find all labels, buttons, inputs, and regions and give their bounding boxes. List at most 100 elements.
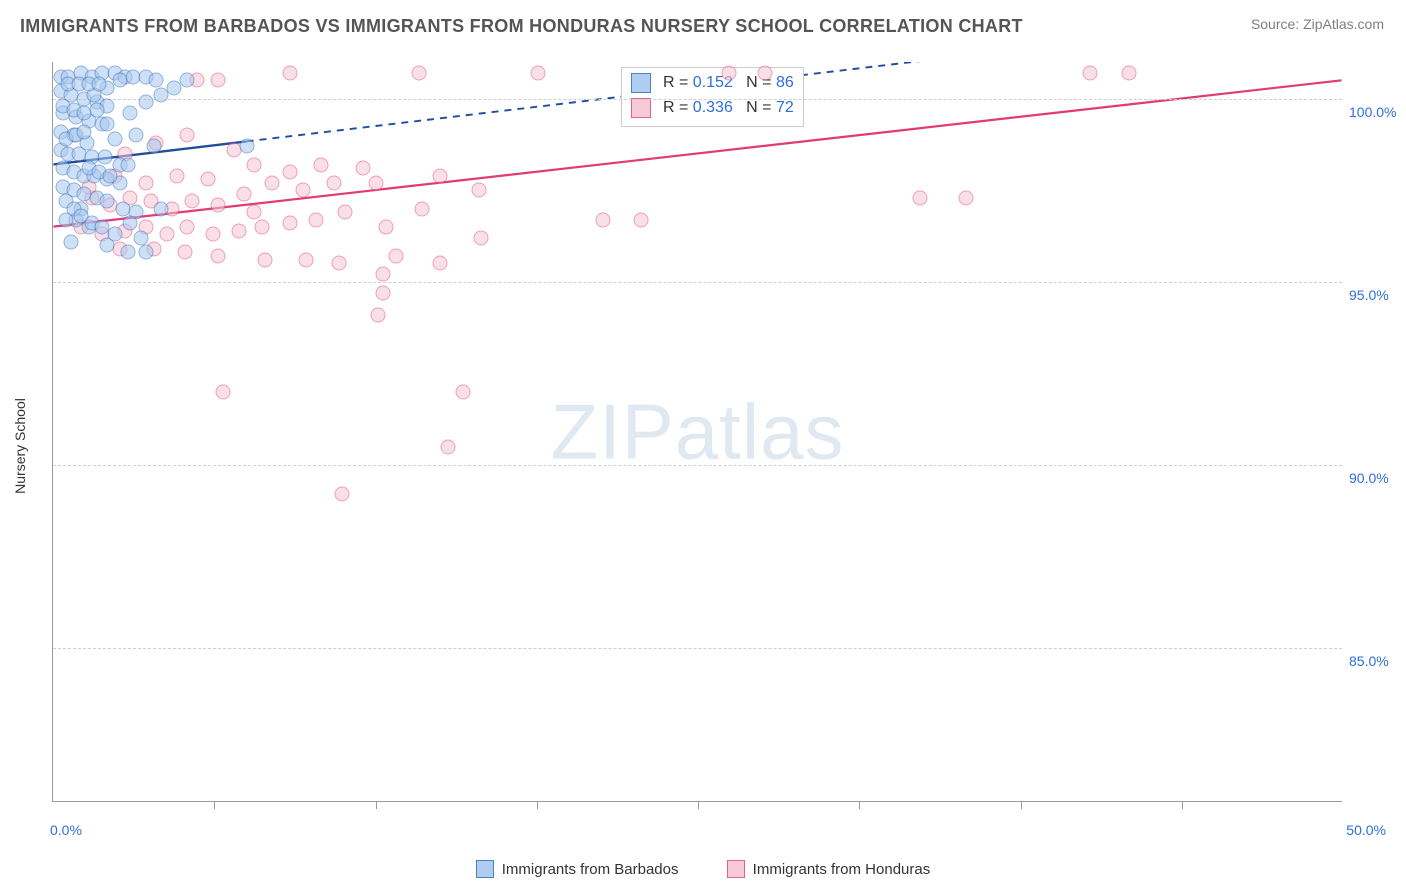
gridline — [53, 648, 1342, 649]
legend-item-barbados: Immigrants from Barbados — [476, 860, 679, 878]
scatter-point-honduras — [471, 183, 486, 198]
x-tick — [537, 801, 538, 809]
scatter-point-honduras — [376, 285, 391, 300]
scatter-point-barbados — [107, 227, 122, 242]
scatter-point-honduras — [433, 256, 448, 271]
scatter-point-honduras — [296, 183, 311, 198]
scatter-point-honduras — [378, 219, 393, 234]
gridline — [53, 465, 1342, 466]
gridline — [53, 99, 1342, 100]
legend-label-barbados: Immigrants from Barbados — [502, 861, 679, 878]
scatter-point-honduras — [169, 168, 184, 183]
x-tick-label-min: 0.0% — [50, 822, 82, 838]
x-tick — [698, 801, 699, 809]
scatter-point-honduras — [254, 219, 269, 234]
scatter-point-honduras — [283, 65, 298, 80]
chart-title: IMMIGRANTS FROM BARBADOS VS IMMIGRANTS F… — [20, 16, 1023, 37]
scatter-point-honduras — [334, 487, 349, 502]
scatter-point-honduras — [231, 223, 246, 238]
scatter-point-barbados — [120, 157, 135, 172]
scatter-point-honduras — [247, 157, 262, 172]
scatter-point-honduras — [247, 205, 262, 220]
swatch-honduras — [631, 98, 651, 118]
scatter-point-honduras — [298, 252, 313, 267]
scatter-point-honduras — [180, 219, 195, 234]
scatter-point-honduras — [185, 194, 200, 209]
x-tick — [859, 801, 860, 809]
y-tick-label: 100.0% — [1349, 104, 1404, 120]
scatter-point-honduras — [389, 249, 404, 264]
y-axis-label: Nursery School — [12, 398, 28, 494]
scatter-point-honduras — [721, 65, 736, 80]
scatter-point-barbados — [100, 194, 115, 209]
source-label: Source: ZipAtlas.com — [1251, 16, 1384, 32]
scatter-point-honduras — [211, 249, 226, 264]
swatch-barbados — [631, 73, 651, 93]
gridline — [53, 282, 1342, 283]
scatter-point-barbados — [239, 139, 254, 154]
x-tick — [214, 801, 215, 809]
scatter-point-honduras — [912, 190, 927, 205]
scatter-point-barbados — [100, 117, 115, 132]
scatter-point-honduras — [332, 256, 347, 271]
scatter-point-barbados — [149, 73, 164, 88]
scatter-point-barbados — [133, 230, 148, 245]
scatter-point-honduras — [595, 212, 610, 227]
scatter-point-honduras — [371, 307, 386, 322]
scatter-point-honduras — [1083, 65, 1098, 80]
scatter-point-barbados — [138, 245, 153, 260]
scatter-point-barbados — [128, 128, 143, 143]
legend-swatch-barbados — [476, 860, 494, 878]
legend-label-honduras: Immigrants from Honduras — [753, 861, 931, 878]
scatter-point-honduras — [327, 175, 342, 190]
scatter-point-honduras — [138, 175, 153, 190]
scatter-point-honduras — [200, 172, 215, 187]
scatter-point-barbados — [138, 95, 153, 110]
scatter-point-honduras — [412, 65, 427, 80]
scatter-point-barbados — [76, 106, 91, 121]
scatter-point-honduras — [283, 164, 298, 179]
y-tick-label: 85.0% — [1349, 653, 1404, 669]
scatter-point-honduras — [368, 175, 383, 190]
watermark: ZIPatlas — [550, 386, 844, 477]
scatter-point-barbados — [123, 106, 138, 121]
scatter-point-barbados — [92, 76, 107, 91]
legend-swatch-honduras — [727, 860, 745, 878]
scatter-point-honduras — [414, 201, 429, 216]
scatter-point-honduras — [177, 245, 192, 260]
correlation-stats-box: R = 0.152 N = 86 R = 0.336 N = 72 — [621, 67, 804, 127]
scatter-point-barbados — [97, 150, 112, 165]
scatter-point-honduras — [337, 205, 352, 220]
scatter-point-honduras — [959, 190, 974, 205]
x-tick — [376, 801, 377, 809]
scatter-point-honduras — [283, 216, 298, 231]
legend-item-honduras: Immigrants from Honduras — [727, 860, 931, 878]
scatter-point-honduras — [216, 384, 231, 399]
scatter-point-honduras — [265, 175, 280, 190]
scatter-point-honduras — [531, 65, 546, 80]
chart-plot-area: ZIPatlas R = 0.152 N = 86 R = 0.336 N = … — [52, 62, 1342, 802]
y-tick-label: 90.0% — [1349, 470, 1404, 486]
scatter-point-honduras — [257, 252, 272, 267]
scatter-point-honduras — [433, 168, 448, 183]
scatter-point-barbados — [76, 124, 91, 139]
scatter-point-honduras — [634, 212, 649, 227]
scatter-point-honduras — [474, 230, 489, 245]
scatter-point-honduras — [236, 186, 251, 201]
scatter-point-barbados — [146, 139, 161, 154]
scatter-point-honduras — [456, 384, 471, 399]
scatter-point-barbados — [107, 131, 122, 146]
x-tick — [1021, 801, 1022, 809]
scatter-point-honduras — [205, 227, 220, 242]
scatter-point-honduras — [314, 157, 329, 172]
scatter-point-honduras — [180, 128, 195, 143]
scatter-point-honduras — [211, 73, 226, 88]
scatter-point-barbados — [58, 212, 73, 227]
y-tick-label: 95.0% — [1349, 287, 1404, 303]
scatter-point-honduras — [376, 267, 391, 282]
x-tick-label-max: 50.0% — [1346, 822, 1386, 838]
scatter-point-honduras — [1121, 65, 1136, 80]
x-tick — [1182, 801, 1183, 809]
scatter-point-honduras — [758, 65, 773, 80]
scatter-point-barbados — [89, 102, 104, 117]
